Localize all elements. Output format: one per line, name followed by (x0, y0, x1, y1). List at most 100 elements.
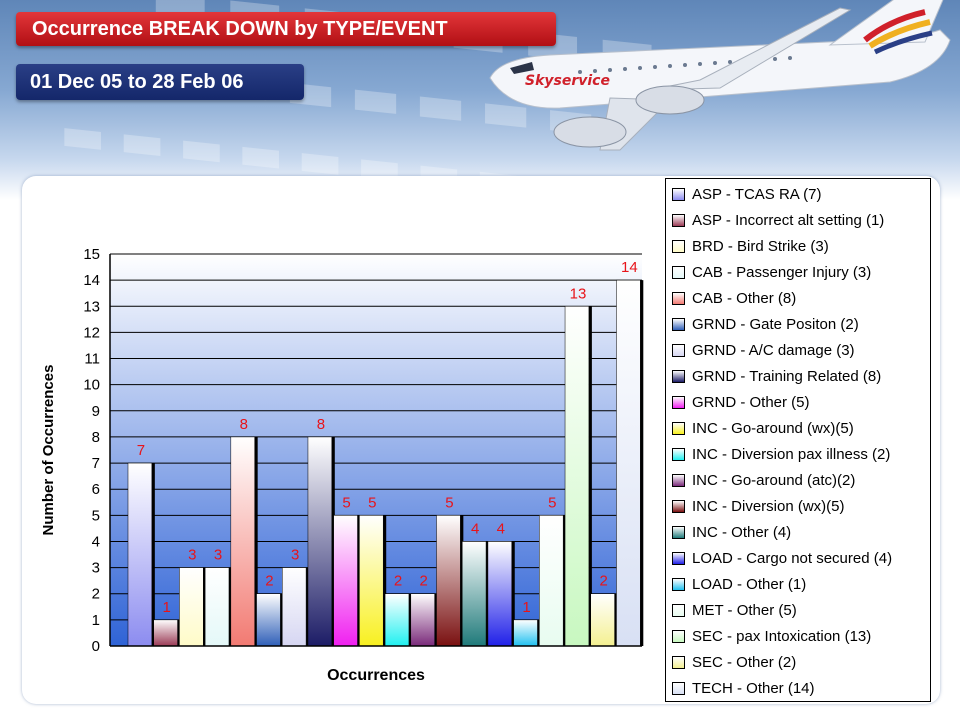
legend-label: SEC - pax Intoxication (13) (692, 627, 872, 645)
legend-swatch (672, 343, 685, 357)
legend-swatch (672, 473, 685, 487)
bar (307, 436, 333, 647)
bar (539, 515, 564, 647)
legend-swatch (672, 499, 685, 513)
data-label: 13 (570, 285, 587, 302)
legend-item: MET - Other (5) (672, 597, 930, 623)
chart-area: 0 1 2 3 4 5 6 7 8 9 10 11 12 13 14 15 7 1 3 3 8 2 3 8 5 5 2 2 5 4 4 1 5 1… (22, 176, 672, 704)
data-label: 2 (265, 573, 273, 590)
legend-label: GRND - Other (5) (692, 393, 810, 411)
legend-label: ASP - Incorrect alt setting (1) (692, 211, 885, 229)
bar (127, 462, 153, 647)
legend-label: BRD - Bird Strike (3) (692, 237, 829, 255)
bar-shadow (228, 567, 232, 646)
data-label: 7 (137, 442, 145, 459)
y-tick-label: 3 (92, 560, 100, 577)
bar (256, 593, 281, 647)
bar-shadow (614, 593, 618, 646)
bar (179, 567, 204, 647)
data-label: 5 (368, 494, 376, 511)
data-label: 5 (342, 494, 350, 511)
legend-label: MET - Other (5) (692, 601, 797, 619)
legend-swatch (672, 655, 685, 669)
legend-item: INC - Diversion (wx)(5) (672, 493, 930, 519)
data-label: 5 (548, 494, 556, 511)
bar (487, 541, 513, 647)
bar (461, 541, 487, 647)
legend-label: GRND - A/C damage (3) (692, 341, 855, 359)
data-label: 14 (621, 259, 638, 276)
legend-item: ASP - TCAS RA (7) (672, 181, 930, 207)
legend-item: GRND - Training Related (8) (672, 363, 930, 389)
legend-item: LOAD - Other (1) (672, 571, 930, 597)
bar (230, 436, 255, 647)
bar-shadow (408, 593, 412, 646)
legend-swatch (672, 421, 685, 435)
legend-item: INC - Go-around (wx)(5) (672, 415, 930, 441)
y-tick-label: 9 (92, 403, 100, 420)
legend-label: TECH - Other (14) (692, 679, 815, 697)
bar-shadow (486, 541, 490, 646)
chart-panel: 0 1 2 3 4 5 6 7 8 9 10 11 12 13 14 15 7 1 3 3 8 2 3 8 5 5 2 2 5 4 4 1 5 1… (22, 176, 940, 704)
y-tick-label: 4 (92, 533, 100, 550)
data-label: 4 (471, 520, 479, 537)
legend-swatch (672, 447, 685, 461)
legend-label: INC - Go-around (wx)(5) (692, 419, 854, 437)
y-tick-label: 0 (92, 638, 100, 655)
bar (513, 619, 538, 647)
legend-label: CAB - Passenger Injury (3) (692, 263, 872, 281)
bar-shadow (357, 515, 361, 646)
bar-shadow (331, 436, 335, 646)
bar-shadow (280, 593, 284, 646)
legend-swatch (672, 577, 685, 591)
data-label: 3 (214, 547, 222, 564)
legend-swatch (672, 395, 685, 409)
legend-label: INC - Other (4) (692, 523, 792, 541)
data-label: 5 (445, 494, 453, 511)
legend-swatch (672, 681, 685, 695)
chart-legend: ASP - TCAS RA (7) ASP - Incorrect alt set… (665, 178, 931, 702)
airline-logo: Skyservice (525, 73, 610, 89)
data-label: 2 (600, 573, 608, 590)
y-tick-label: 14 (83, 272, 100, 289)
page-title: Occurrence BREAK DOWN by TYPE/EVENT (16, 12, 556, 46)
data-label: 2 (420, 573, 428, 590)
legend-swatch (672, 369, 685, 383)
legend-item: ASP - Incorrect alt setting (1) (672, 207, 930, 233)
bar (204, 567, 230, 647)
y-tick-label: 13 (83, 298, 100, 315)
x-axis-label: Occurrences (327, 667, 425, 684)
bar-shadow (203, 567, 207, 646)
legend-swatch (672, 629, 685, 643)
y-tick-label: 1 (92, 612, 100, 629)
bar-shadow (537, 619, 541, 646)
y-tick-label: 6 (92, 481, 100, 498)
legend-label: INC - Diversion (wx)(5) (692, 497, 845, 515)
legend-swatch (672, 291, 685, 305)
data-label: 3 (291, 547, 299, 564)
y-tick-label: 10 (83, 377, 100, 394)
legend-item: INC - Go-around (atc)(2) (672, 467, 930, 493)
data-label: 2 (394, 573, 402, 590)
bar-shadow (640, 280, 644, 646)
legend-item: INC - Diversion pax illness (2) (672, 441, 930, 467)
legend-label: INC - Go-around (atc)(2) (692, 471, 856, 489)
legend-item: CAB - Passenger Injury (3) (672, 259, 930, 285)
y-tick-label: 5 (92, 507, 100, 524)
bar (616, 279, 641, 647)
bar-shadow (306, 567, 310, 646)
legend-item: SEC - pax Intoxication (13) (672, 623, 930, 649)
bar (359, 515, 384, 647)
legend-swatch (672, 213, 685, 227)
legend-label: INC - Diversion pax illness (2) (692, 445, 891, 463)
y-axis-label: Number of Occurrences (40, 365, 57, 536)
y-tick-label: 11 (84, 351, 100, 368)
data-label: 1 (522, 599, 530, 616)
bar (564, 306, 590, 647)
y-tick-label: 12 (83, 324, 100, 341)
legend-item: SEC - Other (2) (672, 649, 930, 675)
legend-swatch (672, 525, 685, 539)
bar-shadow (460, 515, 464, 646)
y-tick-label: 8 (92, 429, 100, 446)
